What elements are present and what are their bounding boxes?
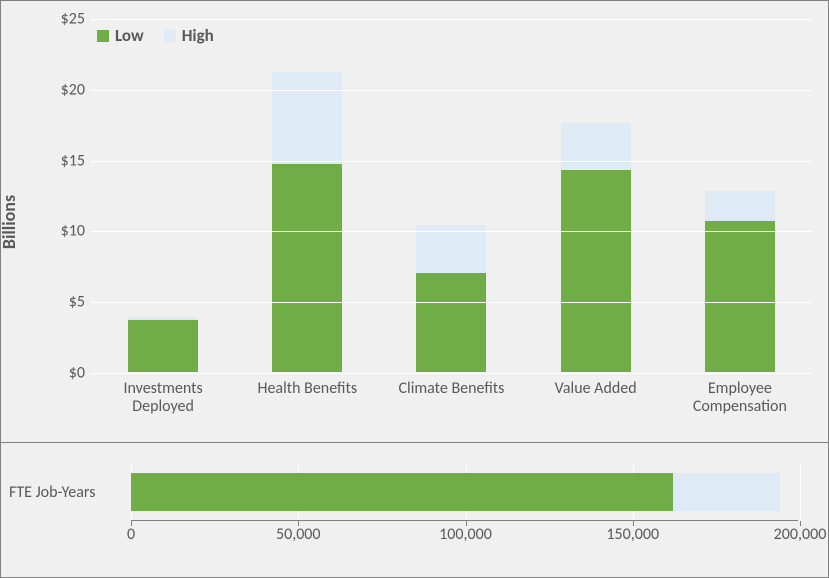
legend-swatch-low (97, 30, 109, 42)
bar-slot (118, 19, 208, 372)
x-tick-label: 100,000 (439, 525, 492, 544)
gridline (91, 90, 812, 91)
gridline (91, 231, 812, 232)
bar-segment-low (131, 473, 673, 511)
x-tick-label: 200,000 (774, 525, 827, 544)
y-tick-label: $5 (39, 293, 85, 312)
top-plot-area: $0$5$10$15$20$25 (91, 19, 812, 372)
x-tick-label: 0 (127, 525, 135, 544)
gridline-vertical (800, 463, 801, 521)
bar-slot (262, 19, 352, 372)
gridline (91, 373, 812, 374)
gridline (91, 19, 812, 20)
x-axis-label: Climate Benefits (391, 380, 511, 432)
y-tick-label: $15 (39, 151, 85, 170)
y-tick-label: $20 (39, 80, 85, 99)
bar-segment-low (416, 273, 486, 372)
y-axis-title: Billions (0, 194, 20, 248)
legend-item-low: Low (97, 25, 144, 46)
legend-swatch-high (164, 30, 176, 42)
bar-slot (406, 19, 496, 372)
bottom-plot-area (131, 463, 798, 521)
y-tick-label: $25 (39, 10, 85, 29)
y-tick-label: $10 (39, 222, 85, 241)
bottom-axis-line (131, 520, 798, 521)
legend: Low High (97, 25, 214, 46)
bar-stack (128, 317, 198, 372)
bar-segment-low (272, 164, 342, 372)
bar-segment-high (561, 123, 631, 170)
bar-stack (705, 191, 775, 372)
bottom-x-ticks: 050,000100,000150,000200,000 (131, 525, 798, 549)
x-tick-label: 50,000 (276, 525, 321, 544)
x-axis-label: EmployeeCompensation (680, 380, 800, 432)
bar-slot (551, 19, 641, 372)
fte-y-label: FTE Job-Years (9, 483, 119, 502)
gridline (91, 302, 812, 303)
fte-bar-chart: FTE Job-Years 0 50,000 100,000 150,000 200,0… (1, 443, 828, 577)
bar-segment-low (705, 221, 775, 373)
bar-stack (272, 72, 342, 372)
x-axis-label: Health Benefits (247, 380, 367, 432)
bar-segment-low (128, 320, 198, 372)
y-tick-label: $0 (39, 364, 85, 383)
legend-item-high: High (164, 25, 214, 46)
x-axis-labels: InvestmentsDeployed Health Benefits Climat… (91, 380, 812, 432)
x-tick-label: 150,000 (606, 525, 659, 544)
x-axis-label: InvestmentsDeployed (103, 380, 223, 432)
bar-segment-high (272, 72, 342, 164)
gridline (91, 161, 812, 162)
bar-stack (416, 225, 486, 372)
x-axis-label: Value Added (536, 380, 656, 432)
bar-slot (695, 19, 785, 372)
bars-container (91, 19, 812, 372)
bar-segment-high (705, 191, 775, 221)
legend-label-high: High (182, 25, 214, 46)
legend-label-low: Low (115, 25, 144, 46)
bar-segment-low (561, 170, 631, 372)
billions-bar-chart: Billions $0$5$10$15$20$25 Low High Inves… (1, 1, 828, 443)
chart-panel: Billions $0$5$10$15$20$25 Low High Inves… (0, 0, 829, 578)
